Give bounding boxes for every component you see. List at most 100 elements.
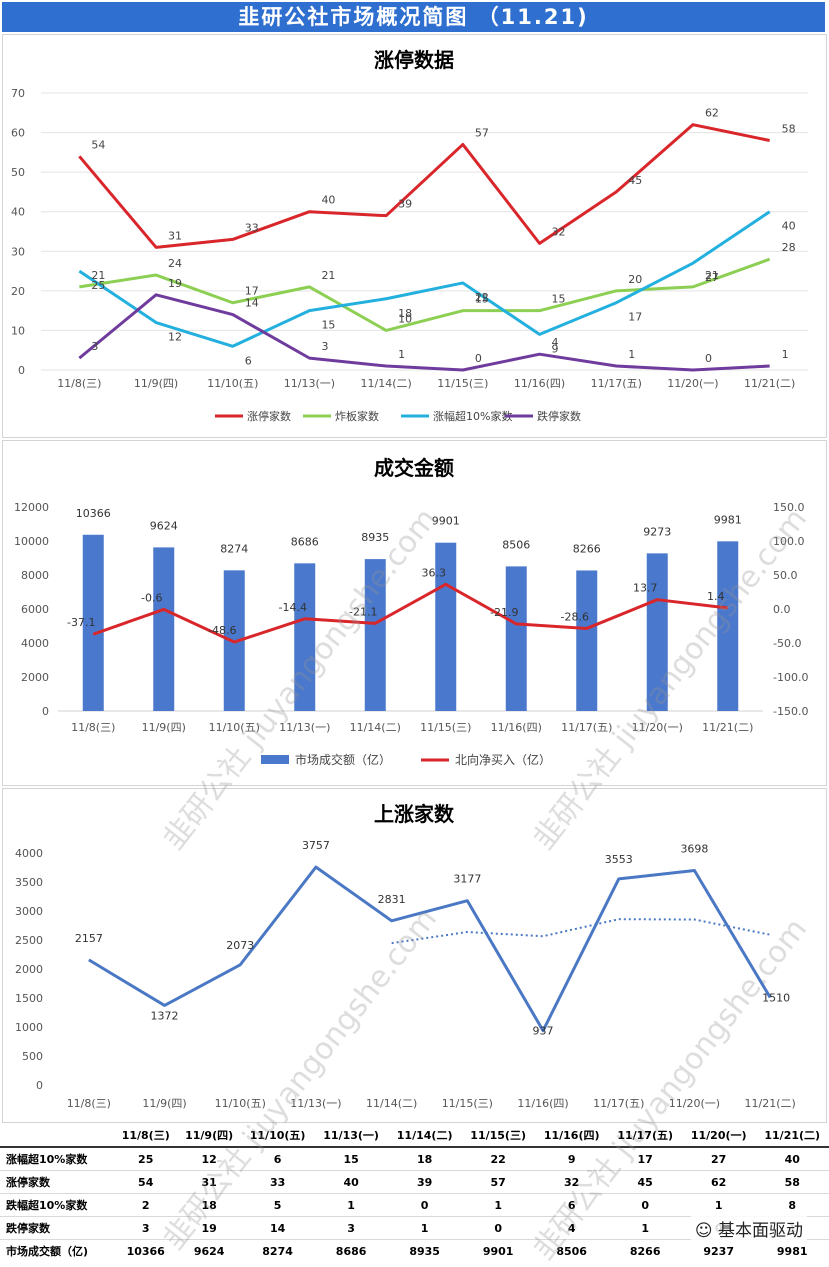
data-label: 15 — [475, 293, 489, 306]
y-tick-label: 10000 — [14, 535, 49, 548]
chart-title: 上涨家数 — [374, 802, 455, 826]
y-tick-label: 0 — [42, 705, 49, 718]
advancers-line — [88, 865, 772, 1033]
bar — [646, 553, 668, 711]
data-label: 20 — [628, 273, 642, 286]
x-tick-label: 11/10(五) — [215, 1097, 266, 1110]
table-cell: 0 — [608, 1193, 682, 1217]
y-tick-label: 70 — [11, 87, 25, 100]
table-cell: 32 — [534, 1170, 609, 1194]
line-label: -0.6 — [141, 591, 162, 604]
table-cell: 1 — [387, 1216, 462, 1240]
y2-tick-label: 150.0 — [773, 501, 805, 514]
line-label: 13.7 — [633, 582, 658, 595]
advancers-chart: 上涨家数 0 500 1000 1500 2000 2500 3000 3500 4000 2157… — [15, 802, 796, 1110]
table-cell: 9237 — [703, 1244, 734, 1258]
table-header-cell: 11/10(五) — [240, 1124, 315, 1148]
table-cell: 9901 — [482, 1244, 514, 1258]
data-label: 3698 — [680, 843, 708, 856]
y-tick-label: 50 — [11, 166, 25, 179]
y-tick-label: 4000 — [15, 847, 43, 860]
table-cell: 1 — [608, 1216, 682, 1240]
bar-label: 8266 — [573, 542, 601, 555]
bar-label: 9624 — [150, 519, 178, 532]
wechat-account-name: 基本面驱动 — [718, 1221, 803, 1241]
x-tick-label: 11/20(一) — [632, 721, 683, 734]
table-cell: 8266 — [629, 1244, 661, 1258]
y-tick-label: 0 — [18, 364, 25, 377]
data-label: 17 — [245, 285, 259, 298]
table-cell: 14 — [240, 1216, 315, 1240]
data-label: 3 — [91, 340, 98, 353]
data-label: 27 — [705, 271, 719, 284]
y-tick-label: 4000 — [21, 637, 49, 650]
data-label: 32 — [552, 225, 566, 238]
table-cell: 22 — [461, 1147, 535, 1171]
y-tick-label: 60 — [11, 127, 25, 140]
data-label: 10 — [398, 312, 412, 325]
x-tick-label: 11/15(三) — [420, 721, 471, 734]
x-tick-label: 11/21(二) — [702, 721, 753, 734]
x-tick-label: 11/9(四) — [142, 1097, 186, 1110]
bar-label: 8686 — [291, 535, 319, 548]
x-tick-label: 11/16(四) — [491, 721, 542, 734]
table-header-cell: 11/21(二) — [755, 1124, 829, 1148]
row-label: 涨幅超10%家数 — [0, 1147, 114, 1171]
y-tick-label: 12000 — [14, 501, 49, 514]
data-label: 3553 — [605, 853, 633, 866]
bar-label: 8274 — [220, 542, 248, 555]
table-cell: 33 — [240, 1170, 315, 1194]
data-label: 6 — [245, 354, 252, 367]
bar-label: 9901 — [432, 515, 460, 528]
data-label: 2157 — [75, 932, 103, 945]
data-label: 33 — [245, 221, 259, 234]
y2-tick-label: -50.0 — [773, 637, 801, 650]
table-row: 市场成交额（亿) 10366 9624 8274 8686 8935 9901 8506 826… — [0, 1240, 829, 1263]
bar-label: 9981 — [714, 513, 742, 526]
table-header-cell: 11/13(一) — [314, 1124, 388, 1148]
data-label: 2073 — [226, 939, 254, 952]
data-label: 14 — [245, 297, 259, 310]
y-tick-label: 40 — [11, 206, 25, 219]
x-tick-label: 11/10(五) — [209, 721, 260, 734]
data-label: 3177 — [453, 873, 481, 886]
chart-title: 涨停数据 — [374, 48, 454, 72]
series-line — [78, 210, 771, 348]
line-label: -37.1 — [67, 616, 95, 629]
y-tick-label: 2000 — [21, 671, 49, 684]
table-cell: 45 — [608, 1170, 682, 1194]
x-tick-label: 11/20(一) — [667, 377, 718, 390]
row-label: 跌幅超10%家数 — [0, 1193, 114, 1217]
data-label: 15 — [552, 293, 566, 306]
table-cell: 39 — [387, 1170, 462, 1194]
x-tick-label: 11/14(二) — [350, 721, 401, 734]
data-label: 45 — [628, 174, 642, 187]
table-cell: 9 — [534, 1147, 609, 1171]
y-tick-label: 500 — [22, 1050, 43, 1063]
y2-tick-label: 100.0 — [773, 535, 805, 548]
table-header-row: 11/8(三) 11/9(四) 11/10(五) 11/13(一) 11/14(二) 11… — [0, 1124, 829, 1148]
bar — [435, 542, 457, 711]
table-header-cell: 11/8(三) — [114, 1124, 178, 1148]
table-cell: 0 — [387, 1193, 462, 1217]
table-header-cell: 11/16(四) — [534, 1124, 609, 1148]
x-tick-label: 11/15(三) — [442, 1097, 493, 1110]
table-cell: 8 — [755, 1193, 829, 1217]
bar-label: 9273 — [643, 525, 671, 538]
table-header-cell — [0, 1124, 114, 1148]
data-label: 21 — [321, 269, 335, 282]
x-tick-label: 11/14(二) — [361, 377, 412, 390]
data-label: 0 — [475, 352, 482, 365]
x-tick-label: 11/17(五) — [561, 721, 612, 734]
x-tick-label: 11/20(一) — [669, 1097, 720, 1110]
data-label: 57 — [475, 126, 489, 139]
table-cell: 4 — [534, 1216, 609, 1240]
data-label: 31 — [168, 229, 182, 242]
data-label: 28 — [782, 241, 796, 254]
table-cell: 57 — [461, 1170, 535, 1194]
table-row: 涨停家数 54 31 33 40 39 57 32 45 62 58 — [0, 1170, 829, 1194]
legend-label: 涨停家数 — [247, 409, 291, 423]
data-label: 1510 — [762, 991, 790, 1004]
moving-average-line — [391, 918, 771, 945]
data-label: 40 — [321, 194, 335, 207]
